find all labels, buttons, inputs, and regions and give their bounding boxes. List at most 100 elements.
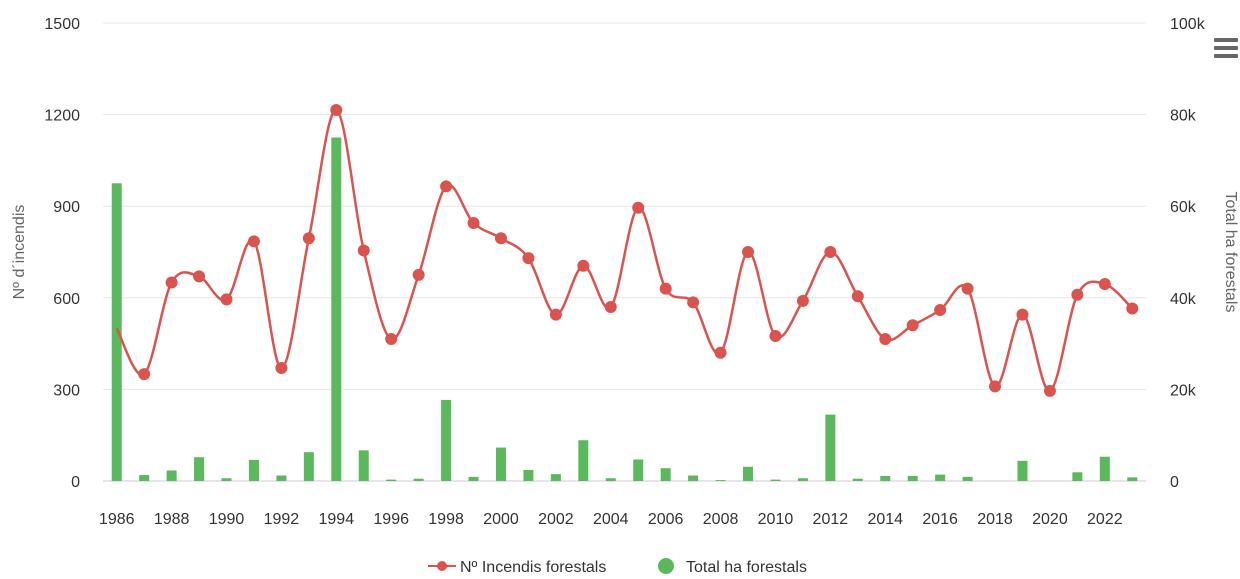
line-point[interactable] [659, 282, 672, 295]
line-point[interactable] [989, 380, 1002, 393]
bar[interactable] [468, 476, 479, 481]
bar[interactable] [1072, 472, 1083, 481]
legend-item-total-ha[interactable]: Total ha forestals [658, 558, 807, 576]
bar[interactable] [852, 478, 863, 481]
bar[interactable] [825, 414, 836, 481]
line-point[interactable] [494, 232, 507, 245]
line-point[interactable] [138, 368, 151, 381]
bar[interactable] [248, 459, 259, 481]
bar[interactable] [331, 137, 342, 482]
line-point[interactable] [742, 246, 755, 258]
line-point[interactable] [220, 293, 233, 306]
line-point[interactable] [632, 201, 645, 214]
line-point[interactable] [906, 319, 919, 332]
x-tick-label: 2012 [813, 511, 849, 528]
right-tick-label: 100k [1170, 16, 1206, 33]
x-tick-label: 1992 [264, 511, 300, 528]
x-tick-label: 2004 [593, 511, 629, 528]
line-point[interactable] [1043, 384, 1056, 397]
right-tick-label: 60k [1170, 199, 1197, 216]
bar[interactable] [495, 447, 506, 481]
bar[interactable] [605, 478, 616, 481]
legend-item-incendis[interactable]: Nº Incendis forestals [428, 559, 606, 576]
incendis-line-path [115, 108, 1134, 393]
legend: Nº Incendis forestals Total ha forestals [428, 558, 807, 576]
line-point[interactable] [604, 300, 617, 313]
bar[interactable] [441, 399, 452, 481]
line-point[interactable] [851, 290, 864, 303]
line-point[interactable] [934, 304, 947, 317]
line-point[interactable] [714, 346, 727, 359]
hamburger-menu-icon[interactable] [1213, 36, 1239, 62]
x-tick-label: 2022 [1087, 511, 1123, 528]
legend-marker-line [437, 561, 447, 571]
bar[interactable] [166, 470, 177, 481]
line-point[interactable] [330, 104, 343, 117]
bar[interactable] [221, 478, 232, 481]
bar[interactable] [386, 479, 397, 481]
bar[interactable] [743, 466, 754, 481]
left-tick-label: 300 [53, 382, 80, 399]
line-point[interactable] [1016, 308, 1029, 321]
line-point[interactable] [769, 329, 782, 342]
bar[interactable] [523, 470, 534, 481]
line-point[interactable] [687, 296, 700, 309]
line-point[interactable] [302, 232, 315, 245]
bar[interactable] [550, 474, 561, 481]
line-point[interactable] [1071, 288, 1084, 301]
bar[interactable] [715, 480, 726, 481]
left-axis-title: Nº d´incendis [11, 205, 28, 300]
line-point[interactable] [879, 333, 892, 346]
bar[interactable] [413, 478, 424, 481]
x-tick-label: 2000 [483, 511, 519, 528]
line-point[interactable] [247, 235, 260, 248]
bar[interactable] [139, 475, 150, 481]
left-tick-label: 1500 [44, 16, 80, 33]
line-point[interactable] [1126, 302, 1139, 315]
bar[interactable] [1099, 456, 1110, 481]
line-point[interactable] [275, 362, 288, 375]
line-point[interactable] [577, 259, 590, 272]
right-tick-label: 40k [1170, 291, 1197, 308]
line-point[interactable] [412, 268, 425, 281]
bar[interactable] [797, 478, 808, 481]
bar-series-total-ha [111, 137, 1138, 482]
line-point[interactable] [357, 244, 370, 257]
line-point[interactable] [467, 216, 480, 229]
line-point[interactable] [824, 246, 837, 258]
bar[interactable] [111, 183, 122, 482]
bar[interactable] [770, 479, 781, 481]
bar[interactable] [907, 475, 918, 481]
legend-marker-column [658, 558, 674, 574]
legend-label-total-ha: Total ha forestals [686, 559, 807, 574]
bar[interactable] [194, 457, 205, 481]
line-point[interactable] [1098, 278, 1111, 291]
bar[interactable] [962, 476, 973, 481]
bar[interactable] [660, 468, 671, 481]
bar[interactable] [688, 475, 699, 481]
bar[interactable] [633, 459, 644, 481]
line-point[interactable] [165, 276, 178, 289]
bar[interactable] [935, 474, 946, 481]
line-point[interactable] [193, 270, 206, 283]
bar[interactable] [578, 440, 589, 481]
bar[interactable] [880, 475, 891, 481]
bar[interactable] [1017, 460, 1028, 481]
bar[interactable] [303, 452, 314, 481]
line-point[interactable] [796, 294, 809, 307]
line-point[interactable] [961, 282, 974, 295]
legend-label-incendis: Nº Incendis forestals [460, 559, 606, 574]
bar[interactable] [358, 450, 369, 481]
line-point[interactable] [549, 308, 562, 321]
line-point[interactable] [385, 333, 398, 346]
left-y-axis: 0 300 600 900 1200 1500 [44, 16, 80, 491]
bar[interactable] [1127, 477, 1138, 481]
x-tick-label: 1996 [373, 511, 409, 528]
line-point[interactable] [440, 180, 453, 193]
bar[interactable] [276, 475, 287, 481]
right-tick-label: 80k [1170, 108, 1197, 125]
line-point[interactable] [522, 252, 535, 265]
x-axis: 1986 1988 1990 1992 1994 1996 1998 2000 2002 2004… [99, 511, 1123, 528]
